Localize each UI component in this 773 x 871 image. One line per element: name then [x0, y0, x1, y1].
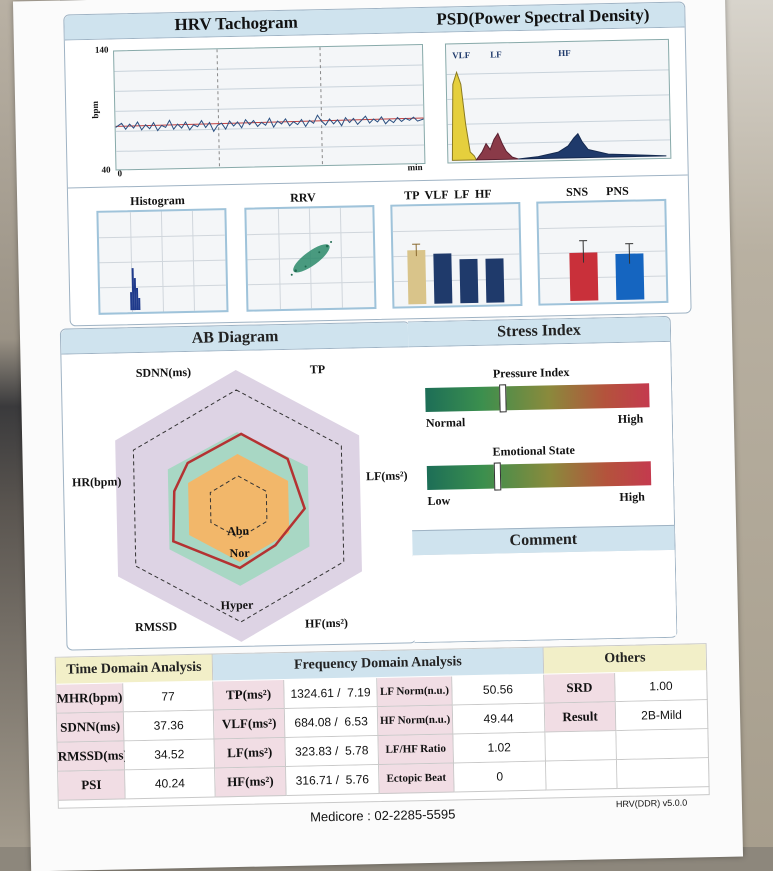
- emotional-marker: [494, 462, 502, 490]
- td-val-0: 77: [123, 682, 214, 713]
- pressure-gauge: [425, 383, 649, 412]
- rrv-title: RRV: [290, 190, 316, 206]
- pressure-high-label: High: [618, 411, 644, 427]
- comment-area[interactable]: [413, 550, 677, 641]
- fd-val-2: 323.83 / 5.78: [285, 736, 379, 767]
- axis-lf: LF(ms²): [366, 468, 408, 484]
- emotional-gauge: [427, 461, 651, 490]
- histogram-title: Histogram: [130, 193, 185, 209]
- fd-val-0: 1324.61 / 7.19: [284, 678, 378, 709]
- pressure-label: Pressure Index: [493, 365, 570, 382]
- ot-key-0: SRD: [544, 673, 616, 703]
- top-section: HRV Tachogram PSD(Power Spectral Density…: [63, 1, 691, 326]
- td-val-3: 40.24: [125, 768, 216, 799]
- pressure-low-label: Normal: [426, 415, 466, 431]
- rrv-plot: [244, 205, 376, 312]
- axis-hr: HR(bpm): [72, 474, 122, 490]
- fd-key-1: VLF(ms²): [214, 709, 286, 739]
- tachogram-y-unit: bpm: [90, 101, 100, 119]
- time-domain-title: Time Domain Analysis: [56, 655, 214, 684]
- td-val-2: 34.52: [124, 739, 215, 770]
- top-divider: [68, 174, 688, 188]
- tachogram-svg: [114, 45, 424, 169]
- bar-lf: [459, 259, 478, 303]
- td-key-3: PSI: [58, 770, 126, 800]
- ot-val-0: 1.00: [615, 671, 708, 702]
- tachogram-y-max: 140: [95, 45, 109, 55]
- axis-tp: TP: [310, 362, 326, 377]
- others-title: Others: [544, 644, 707, 673]
- fd-key2-2: LF/HF Ratio: [378, 734, 454, 765]
- emotional-high-label: High: [619, 489, 645, 505]
- fd-key2-0: LF Norm(n.u.): [377, 677, 453, 708]
- zone-nor-label: Nor: [229, 546, 249, 561]
- tables-section: Time Domain Analysis Frequency Domain An…: [55, 643, 710, 809]
- pressure-marker: [499, 384, 507, 412]
- psd-band-hf: HF: [558, 48, 571, 58]
- ab-diagram-section: AB Diagram SDNN(ms) TP LF(ms²) HR(bpm) R…: [60, 321, 417, 650]
- ans-bars-svg: [538, 201, 666, 304]
- pns-label: PNS: [606, 184, 629, 199]
- stress-section: Stress Index Pressure Index Normal High …: [408, 316, 678, 643]
- power-bars-svg: [392, 204, 520, 307]
- bar-tp: [407, 250, 426, 304]
- sns-label: SNS: [566, 185, 588, 200]
- fd-val2-0: 50.56: [452, 675, 545, 706]
- psd-vlf-area: [451, 72, 477, 160]
- rrv-svg: [246, 207, 374, 310]
- ans-bars-plot: [536, 199, 668, 306]
- axis-rmssd: RMSSD: [135, 619, 177, 635]
- footer-contact: Medicore : 02-2285-5595: [310, 806, 456, 824]
- fd-key-2: LF(ms²): [214, 738, 286, 768]
- power-bars-plot: [390, 202, 522, 309]
- psd-svg: [446, 40, 670, 163]
- histogram-svg: [98, 210, 226, 313]
- td-key-0: MHR(bpm): [56, 683, 124, 713]
- footer-version: HRV(DDR) v5.0.0: [616, 798, 688, 809]
- tachogram-title: HRV Tachogram: [174, 13, 298, 36]
- psd-band-vlf: VLF: [452, 50, 470, 60]
- axis-sdnn: SDNN(ms): [136, 365, 192, 381]
- fd-val2-2: 1.02: [453, 733, 546, 764]
- fd-val2-3: 0: [454, 762, 547, 793]
- bar-vlf: [433, 253, 452, 303]
- fd-key2-1: HF Norm(n.u.): [378, 705, 454, 736]
- histogram-plot: [96, 208, 228, 315]
- fd-key2-3: Ectopic Beat: [379, 763, 455, 794]
- zone-hyper-label: Hyper: [221, 598, 254, 614]
- tachogram-plot: [113, 44, 425, 170]
- ot-empty-val-3: [617, 758, 710, 789]
- psd-lf-area: [476, 133, 519, 160]
- bar-hf: [485, 258, 504, 302]
- ot-val-1: 2B-Mild: [616, 700, 709, 731]
- emotional-label: Emotional State: [492, 443, 575, 460]
- axis-hf: HF(ms²): [305, 616, 348, 632]
- tachogram-y-min: 40: [101, 165, 110, 175]
- fd-val2-1: 49.44: [453, 704, 546, 735]
- zone-abn-label: Abn: [227, 524, 249, 539]
- ot-key-1: Result: [545, 702, 617, 732]
- psd-band-lf: LF: [490, 49, 502, 59]
- emotional-low-label: Low: [427, 494, 450, 509]
- fd-key-0: TP(ms²): [213, 680, 285, 710]
- td-val-1: 37.36: [124, 710, 215, 741]
- fd-val-1: 684.08 / 6.53: [285, 707, 379, 738]
- fd-val-3: 316.71 / 5.76: [286, 765, 380, 796]
- fd-key-3: HF(ms²): [215, 767, 287, 797]
- td-key-2: RMSSD(ms): [58, 741, 126, 771]
- ot-empty-key-3: [546, 760, 618, 790]
- hrv-report-sheet: HRV Tachogram PSD(Power Spectral Density…: [13, 0, 743, 871]
- psd-hf-area: [518, 132, 666, 159]
- stress-header: Stress Index: [408, 317, 670, 347]
- ot-empty-val-2: [616, 729, 709, 760]
- psd-plot: VLF LF HF: [445, 39, 671, 164]
- td-key-1: SDNN(ms): [57, 712, 125, 742]
- power-bars-title: TP VLF LF HF: [404, 187, 492, 204]
- ot-empty-key-2: [545, 731, 617, 761]
